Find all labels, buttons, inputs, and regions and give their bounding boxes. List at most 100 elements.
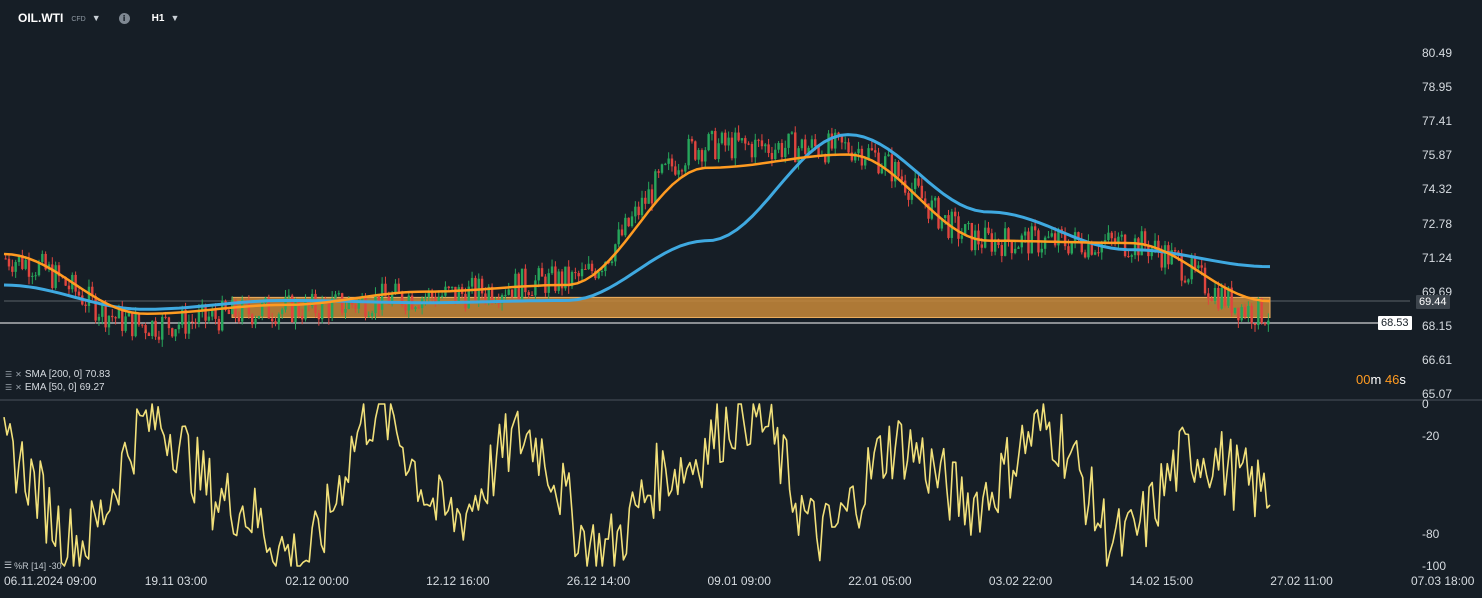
candle-body <box>730 137 734 159</box>
candle-body <box>67 285 71 290</box>
candle-body <box>201 304 204 312</box>
sma-line <box>3 133 1271 311</box>
candle-body <box>870 148 874 151</box>
candle-body <box>837 132 840 135</box>
candle-body <box>4 258 7 260</box>
candle-body <box>181 309 184 325</box>
candle-body <box>727 137 730 146</box>
info-icon[interactable]: i <box>118 12 130 24</box>
candle-body <box>1130 255 1133 257</box>
menu-icon[interactable]: ☰ <box>4 560 13 570</box>
candle-body <box>217 318 221 331</box>
candle-body <box>1123 234 1127 257</box>
candle-body <box>234 300 237 318</box>
candle-body <box>257 315 261 319</box>
candle-body <box>394 283 397 294</box>
countdown-minutes: 00 <box>1356 372 1371 387</box>
candle-body <box>171 328 174 337</box>
candle-body <box>770 152 774 160</box>
symbol-name[interactable]: OIL.WTI <box>18 11 64 25</box>
candle-body <box>21 255 24 269</box>
candle-body <box>384 283 387 297</box>
candle-body <box>297 302 301 316</box>
candle-body <box>174 329 177 337</box>
candle-body <box>51 264 54 288</box>
timeframe-selector[interactable]: H1 <box>151 12 165 24</box>
candle-body <box>700 150 704 162</box>
candle-body <box>554 266 557 291</box>
line-price-tag: 68.53 <box>1378 316 1412 330</box>
candle-body <box>467 286 470 309</box>
candle-body <box>724 132 727 146</box>
candle-body <box>447 286 450 289</box>
candle-body <box>1180 255 1183 281</box>
close-icon[interactable]: ✕ <box>15 370 22 379</box>
candle-body <box>487 286 490 301</box>
candle-body <box>1083 252 1087 258</box>
candle-body <box>84 304 87 306</box>
candle-body <box>427 290 430 298</box>
candle-body <box>710 131 714 135</box>
time-axis-label: 14.02 15:00 <box>1129 574 1193 588</box>
candle-body <box>830 133 834 149</box>
candle-body <box>330 298 334 318</box>
candle-body <box>704 150 707 162</box>
candle-body <box>227 309 231 315</box>
candle-body <box>1033 226 1037 231</box>
candle-body <box>687 138 690 166</box>
caret-down-icon[interactable]: ▼ <box>91 13 101 23</box>
caret-down-icon[interactable]: ▼ <box>170 13 180 23</box>
candle-body <box>280 309 284 315</box>
candle-body <box>417 307 420 309</box>
ema-value: 69.27 <box>79 382 105 393</box>
candle-body <box>124 316 127 331</box>
candle-body <box>27 259 31 277</box>
candle-body <box>1133 238 1137 256</box>
oscillator-axis-label: -20 <box>1422 429 1440 444</box>
candle-body <box>707 134 710 151</box>
candle-body <box>767 144 770 153</box>
candle-body <box>1153 240 1157 249</box>
candle-body <box>850 152 854 161</box>
candle-body <box>1090 241 1093 255</box>
candle-body <box>1253 323 1257 326</box>
candle-body <box>1093 252 1097 255</box>
candle-body <box>913 178 917 190</box>
candle-body <box>214 309 217 319</box>
candle-body <box>923 198 927 204</box>
candle-body <box>77 291 81 296</box>
menu-icon[interactable]: ☰ <box>5 370 13 379</box>
line-price-value: 68.53 <box>1381 317 1409 329</box>
candle-body <box>337 293 341 295</box>
ema-label: EMA [50, 0] <box>24 382 77 393</box>
candle-body <box>744 138 747 144</box>
instrument-type: CFD <box>71 16 86 23</box>
candle-body <box>131 312 134 337</box>
candle-body <box>370 313 374 317</box>
candle-body <box>747 143 750 145</box>
candle-body <box>91 286 94 296</box>
candle-body <box>107 315 111 328</box>
candle-body <box>134 313 137 337</box>
candle-body <box>550 266 554 274</box>
candle-body <box>457 287 460 302</box>
time-axis-label: 06.11.2024 09:00 <box>4 574 97 588</box>
candle-body <box>397 283 400 292</box>
candle-body <box>880 168 884 174</box>
candle-body <box>567 266 570 287</box>
candle-body <box>1217 287 1220 309</box>
candle-body <box>947 215 950 238</box>
close-icon[interactable]: ✕ <box>15 383 22 392</box>
candle-body <box>404 304 407 311</box>
candle-body <box>577 273 580 277</box>
candle-body <box>750 143 754 158</box>
candle-body <box>857 148 860 154</box>
candle-body <box>897 161 900 177</box>
candle-body <box>221 300 224 331</box>
candle-body <box>854 153 857 161</box>
candle-body <box>887 154 890 157</box>
candle-body <box>1223 287 1227 306</box>
ema-legend: ☰ ✕ EMA [50, 0] 69.27 <box>5 382 105 393</box>
menu-icon[interactable]: ☰ <box>5 383 13 392</box>
